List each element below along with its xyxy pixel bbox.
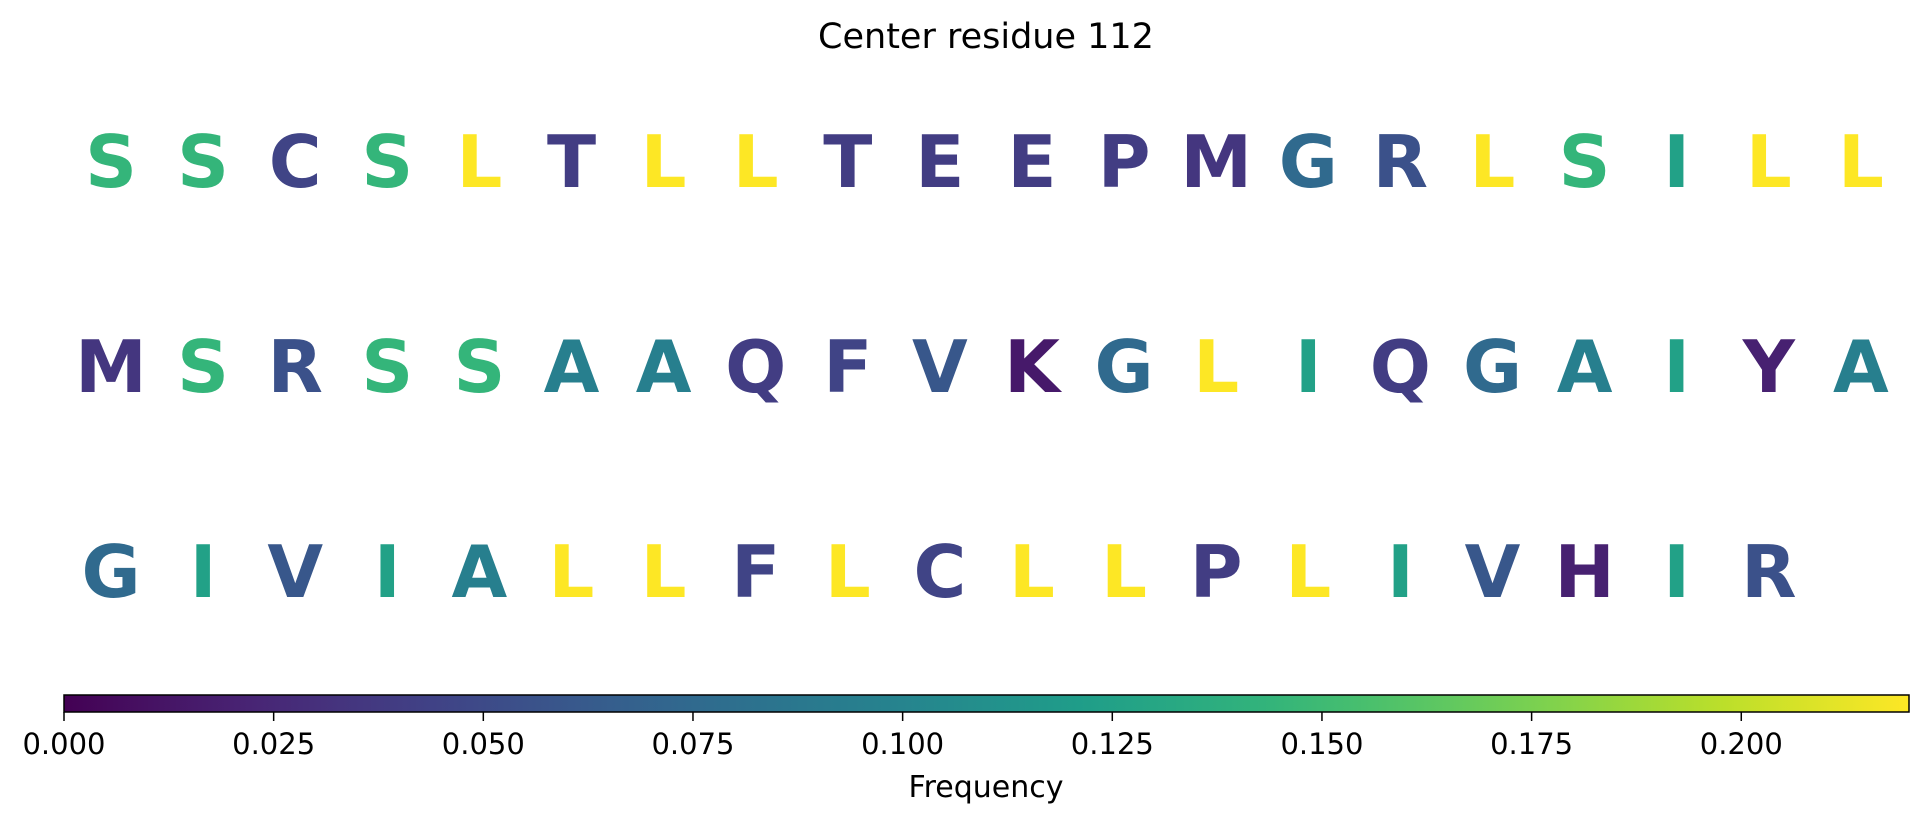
residue-letter: F [731,530,780,614]
residue-letter: L [1838,120,1884,204]
residue-letter: Y [1742,325,1796,409]
residue-letter: L [1009,530,1055,614]
residue-letter: I [190,530,217,614]
residue-letter: S [361,325,413,409]
residue-letter: Q [1370,325,1431,409]
residue-letter: R [1373,120,1428,204]
colorbar-tick-label: 0.000 [22,727,105,761]
residue-letter: L [1285,530,1331,614]
residue-letter: L [1193,325,1239,409]
residue-letter: P [1190,530,1243,614]
residue-letter: T [547,120,596,204]
colorbar-label: Frequency [909,770,1064,805]
colorbar: 0.000 0.025 0.050 0.075 0.100 0.125 0.150 0.175… [22,694,1910,805]
colorbar-ticks: 0.000 0.025 0.050 0.075 0.100 0.125 0.150 0.175… [22,712,1783,761]
residue-letter: H [1554,530,1614,614]
residue-letter: A [636,325,692,409]
colorbar-tick-label: 0.075 [651,727,734,761]
residue-letter: V [1465,530,1521,614]
residue-letter: L [1101,530,1147,614]
residue-letter: F [823,325,872,409]
residue-letter: L [1746,120,1792,204]
residue-letter: V [267,530,323,614]
residue-letter: P [1098,120,1151,204]
colorbar-tick-label: 0.050 [442,727,525,761]
residue-letter: G [1463,325,1522,409]
residue-letter: S [1559,120,1611,204]
residue-letter: C [269,120,322,204]
residue-letter: K [1004,325,1062,409]
residue-letter: L [1470,120,1516,204]
residue-letter: L [641,530,687,614]
colorbar-tick-label: 0.200 [1700,727,1783,761]
residue-letter: E [1007,120,1056,204]
residue-letter: L [549,530,595,614]
residue-letter: L [456,120,502,204]
residue-letter: C [913,530,966,614]
residue-letter: R [267,325,322,409]
colorbar-tick-label: 0.025 [232,727,315,761]
chart-title: Center residue 112 [818,17,1154,57]
residue-letter: M [1180,120,1252,204]
residue-letter: S [177,120,229,204]
residue-letter: G [1279,120,1338,204]
residue-letter: L [825,530,871,614]
residue-letter: I [1295,325,1322,409]
residue-letter: G [81,530,140,614]
residue-letter: E [915,120,964,204]
residue-letter: I [1663,325,1690,409]
residue-letter: L [641,120,687,204]
residue-letter: I [1663,120,1690,204]
residue-letter: V [912,325,968,409]
residue-letter: S [85,120,137,204]
residue-letter: S [177,325,229,409]
residue-letter: M [75,325,147,409]
residue-letter: A [1557,325,1613,409]
residue-letter: G [1095,325,1154,409]
residue-letters: S S C S L T L L T E E P M G R L S I L LM S R S S A A Q F V K G L I Q G A I Y A… [75,120,1889,614]
residue-letter: R [1741,530,1796,614]
residue-letter: S [361,120,413,204]
residue-letter: I [1663,530,1690,614]
residue-letter: T [823,120,872,204]
colorbar-gradient [63,694,1910,713]
residue-letter: L [733,120,779,204]
residue-letter: I [1387,530,1414,614]
colorbar-tick-label: 0.150 [1280,727,1363,761]
residue-letter: A [544,325,600,409]
colorbar-tick-label: 0.125 [1071,727,1154,761]
residue-letter: A [452,530,508,614]
colorbar-tick-label: 0.100 [861,727,944,761]
colorbar-tick-label: 0.175 [1490,727,1573,761]
residue-letter: Q [725,325,786,409]
residue-letter: S [453,325,505,409]
residue-letter: I [374,530,401,614]
residue-letter: A [1833,325,1889,409]
